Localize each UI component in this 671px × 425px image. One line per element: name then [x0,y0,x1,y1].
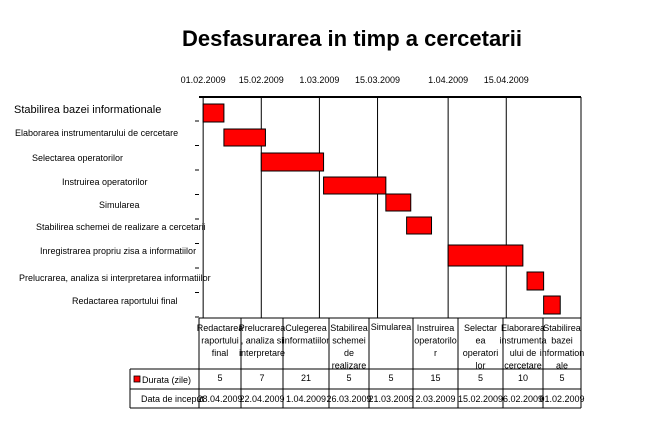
x-tick-label: 15.02.2009 [239,75,284,85]
table-cell: 15.02.2009 [458,394,503,404]
chart-title: Desfasurarea in timp a cercetarii [182,26,522,51]
table-column-header: Selectar ea operatori lor [463,323,499,371]
table-cell: 5 [559,373,564,383]
table-column-header: Prelucrarea, analiza si interpretare [239,323,286,358]
table-cell: 7 [259,373,264,383]
task-label: Prelucrarea, analiza si interpretarea in… [19,273,211,283]
task-bar [543,295,561,315]
task-label: Selectarea operatorilor [32,153,123,163]
task-bar [223,128,266,147]
x-tick-label: 1.03.2009 [299,75,339,85]
table-cell: 10 [518,373,528,383]
legend-swatch [133,375,141,383]
table-cell: 21.03.2009 [368,394,413,404]
table-column-header: Stabilirea schemei de realizare [330,323,368,371]
task-bar [323,176,387,195]
table-row-label: Data de inceput [141,394,205,404]
table-column-header: Elaborarea instrumenta ului de cercetare [499,323,546,371]
table-cell: 26.03.2009 [326,394,371,404]
table-cell: 28.04.2009 [197,394,242,404]
x-tick-label: 01.02.2009 [181,75,226,85]
table-cell: 5 [478,373,483,383]
table-cell: 15 [430,373,440,383]
table-cell: 1.04.2009 [286,394,326,404]
x-tick-label: 1.04.2009 [428,75,468,85]
table-cell: 01.02.2009 [539,394,584,404]
table-row-label: Durata (zile) [142,375,191,385]
table-cell: 21 [301,373,311,383]
table-cell: 22.04.2009 [239,394,284,404]
task-bars [202,103,561,315]
table-cell: 5 [217,373,222,383]
table-cell: 6.02.2009 [503,394,543,404]
task-label: Redactarea raportului final [72,296,178,306]
table-cell: 2.03.2009 [415,394,455,404]
task-bar [385,193,412,212]
task-label: Instruirea operatorilor [62,177,148,187]
task-bar [526,271,545,291]
x-tick-label: 15.04.2009 [484,75,529,85]
task-label: Stabilirea schemei de realizare a cercet… [36,222,206,232]
x-tick-label: 15.03.2009 [355,75,400,85]
task-label: Elaborarea instrumentarului de cercetare [15,128,178,138]
table-column-header: Instruirea operatorilo r [414,323,457,358]
task-bar [260,152,325,172]
table-column-header: Stabilirea bazei information ale [540,323,585,371]
task-bar [202,103,225,123]
task-label: Stabilirea bazei informationale [14,104,161,116]
table-cell: 5 [346,373,351,383]
table-column-header: Redactarea raportului final [197,323,244,358]
task-bar [447,244,524,267]
task-labels: Stabilirea bazei informationale Elaborare… [14,104,211,306]
task-label: Inregistrarea propriu zisa a informatiil… [40,246,196,256]
table-column-header: Simularea [371,322,412,332]
time-axis: 01.02.2009 15.02.2009 1.03.2009 15.03.2009 1… [181,75,581,318]
table-cell: 5 [388,373,393,383]
table-column-header: Culegerea informatiilor [283,323,330,346]
task-label: Simularea [99,200,140,210]
task-bar [406,216,433,235]
